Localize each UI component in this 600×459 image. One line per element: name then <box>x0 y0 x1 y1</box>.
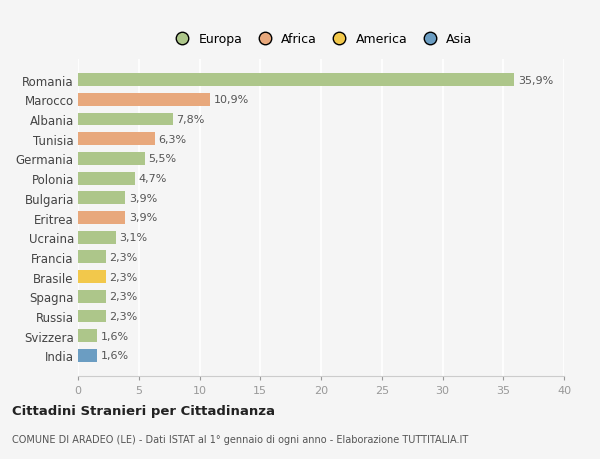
Text: 2,3%: 2,3% <box>110 252 138 263</box>
Text: Cittadini Stranieri per Cittadinanza: Cittadini Stranieri per Cittadinanza <box>12 404 275 417</box>
Bar <box>78 113 173 126</box>
Text: COMUNE DI ARADEO (LE) - Dati ISTAT al 1° gennaio di ogni anno - Elaborazione TUT: COMUNE DI ARADEO (LE) - Dati ISTAT al 1°… <box>12 434 468 444</box>
Bar <box>78 251 106 264</box>
Bar <box>78 290 106 303</box>
Bar <box>78 133 155 146</box>
Bar <box>78 192 125 205</box>
Text: 3,1%: 3,1% <box>119 233 148 243</box>
Text: 6,3%: 6,3% <box>158 134 187 145</box>
Text: 5,5%: 5,5% <box>148 154 176 164</box>
Text: 1,6%: 1,6% <box>101 331 129 341</box>
Text: 10,9%: 10,9% <box>214 95 250 105</box>
Bar <box>78 74 514 87</box>
Text: 3,9%: 3,9% <box>129 213 157 223</box>
Text: 4,7%: 4,7% <box>139 174 167 184</box>
Bar <box>78 310 106 323</box>
Text: 1,6%: 1,6% <box>101 351 129 361</box>
Bar <box>78 94 211 106</box>
Bar <box>78 349 97 362</box>
Bar <box>78 153 145 165</box>
Bar <box>78 172 135 185</box>
Text: 35,9%: 35,9% <box>518 75 553 85</box>
Bar <box>78 330 97 342</box>
Bar <box>78 212 125 224</box>
Text: 2,3%: 2,3% <box>110 311 138 321</box>
Text: 7,8%: 7,8% <box>176 115 205 125</box>
Text: 2,3%: 2,3% <box>110 291 138 302</box>
Bar <box>78 231 116 244</box>
Text: 3,9%: 3,9% <box>129 193 157 203</box>
Bar <box>78 271 106 283</box>
Legend: Europa, Africa, America, Asia: Europa, Africa, America, Asia <box>164 28 478 51</box>
Text: 2,3%: 2,3% <box>110 272 138 282</box>
